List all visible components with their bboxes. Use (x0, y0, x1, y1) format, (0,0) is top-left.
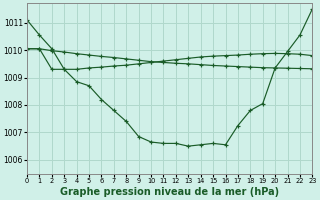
X-axis label: Graphe pression niveau de la mer (hPa): Graphe pression niveau de la mer (hPa) (60, 187, 279, 197)
